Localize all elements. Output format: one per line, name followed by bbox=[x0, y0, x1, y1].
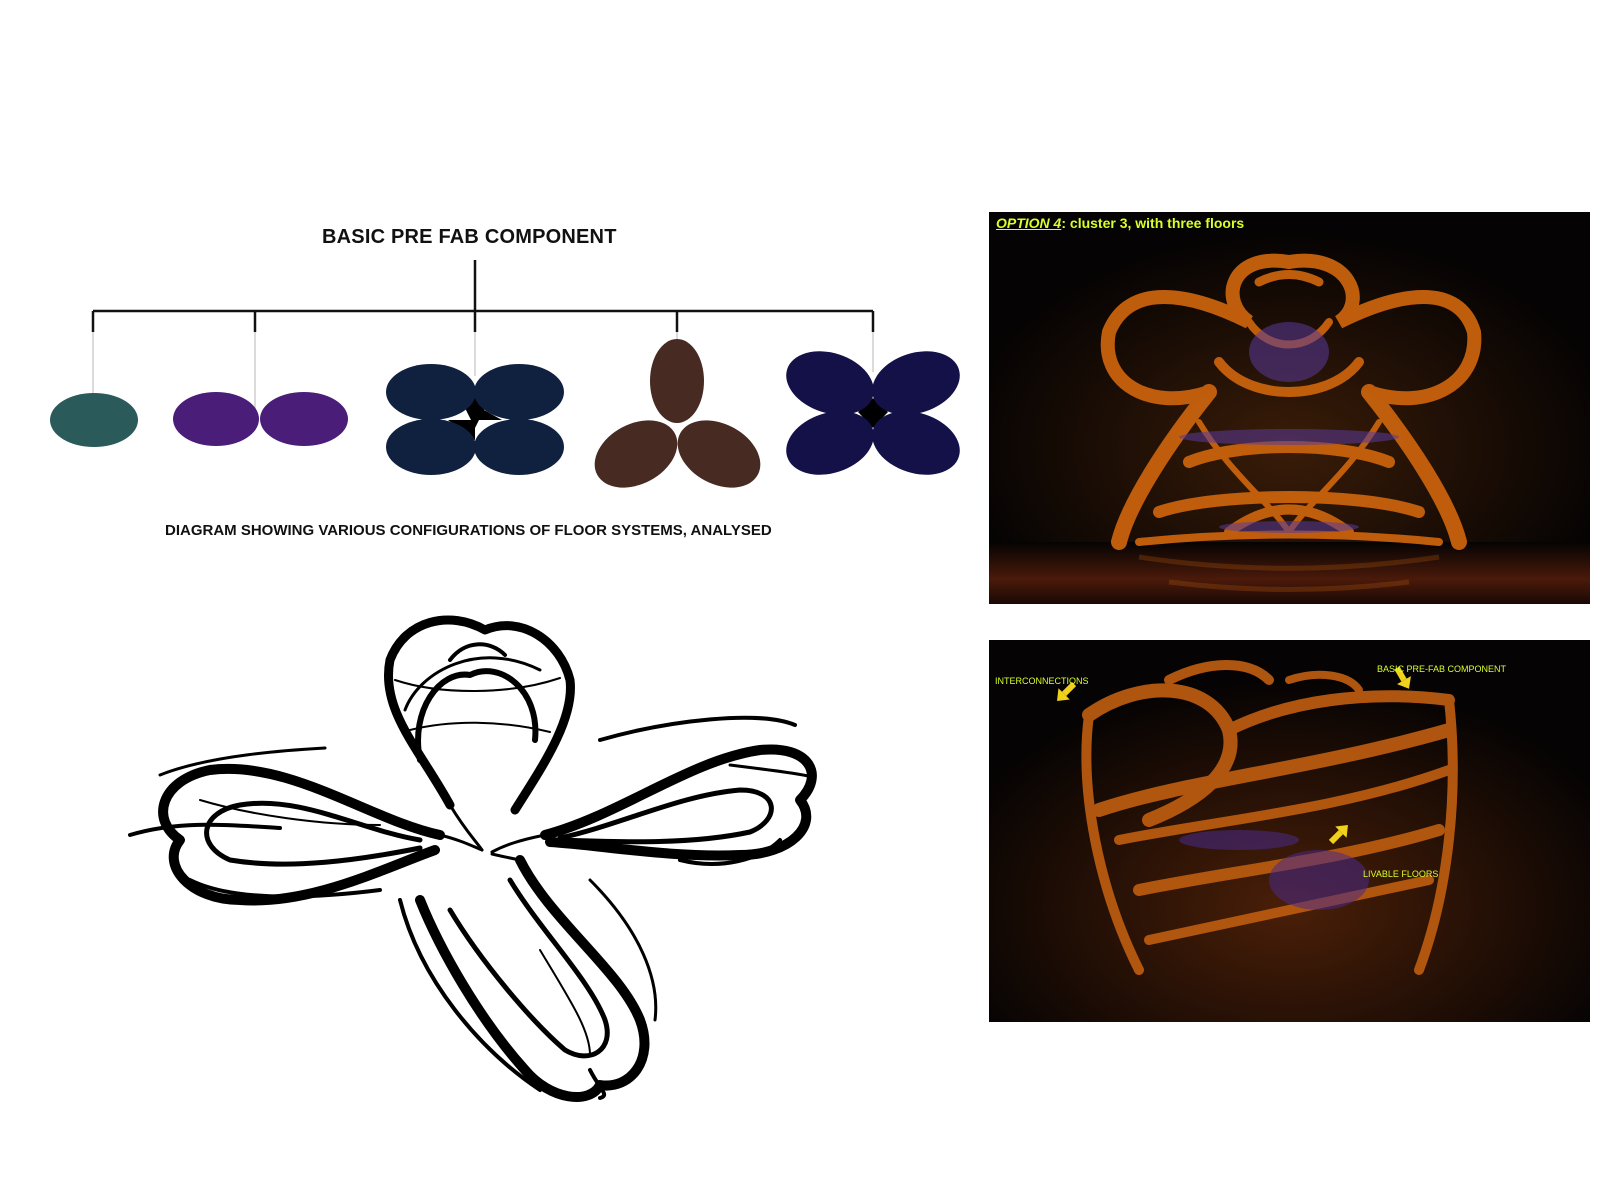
render-annotated-panel: INTERCONNECTIONS BASIC PRE-FAB COMPONENT… bbox=[989, 640, 1590, 1022]
config-four-components-grid bbox=[386, 364, 564, 475]
render-option-4-title: OPTION 4: cluster 3, with three floors bbox=[996, 215, 1244, 231]
plan-petal-right bbox=[540, 715, 817, 866]
cluster-plan-drawing bbox=[128, 615, 817, 1102]
arrow-icon bbox=[1394, 666, 1411, 689]
render-option-4-structure bbox=[989, 212, 1590, 604]
render-floors bbox=[1179, 322, 1399, 533]
option-label: OPTION 4 bbox=[996, 215, 1062, 231]
plan-petal-left bbox=[128, 746, 445, 906]
drop-lines bbox=[92, 332, 874, 412]
arrow-icon bbox=[1057, 681, 1077, 701]
render-option-4-panel: OPTION 4: cluster 3, with three floors bbox=[989, 212, 1590, 604]
tree-connectors bbox=[91, 260, 875, 332]
arrow-icon bbox=[1328, 825, 1348, 845]
config-three-components bbox=[594, 339, 761, 488]
annotation-interconnections: INTERCONNECTIONS bbox=[995, 676, 1089, 686]
render-livable-floors bbox=[1179, 830, 1369, 910]
config-two-components bbox=[173, 392, 348, 446]
config-single-component bbox=[50, 393, 138, 447]
annotation-livable-floors: LIVABLE FLOORS bbox=[1363, 869, 1439, 879]
annotation-prefab-component: BASIC PRE-FAB COMPONENT bbox=[1377, 664, 1507, 674]
diagram-title: BASIC PRE FAB COMPONENT bbox=[322, 226, 617, 248]
floor-configuration-diagram bbox=[50, 260, 960, 488]
config-four-components-cross bbox=[786, 351, 960, 475]
plan-petal-top bbox=[384, 615, 575, 815]
plan-petal-bottom bbox=[398, 855, 658, 1102]
plan-center bbox=[438, 803, 547, 862]
option-description: : cluster 3, with three floors bbox=[1061, 215, 1245, 231]
diagram-caption: DIAGRAM SHOWING VARIOUS CONFIGURATIONS O… bbox=[165, 522, 772, 539]
annotation-arrows bbox=[1057, 666, 1411, 845]
render-annotated-structure bbox=[989, 640, 1590, 1022]
